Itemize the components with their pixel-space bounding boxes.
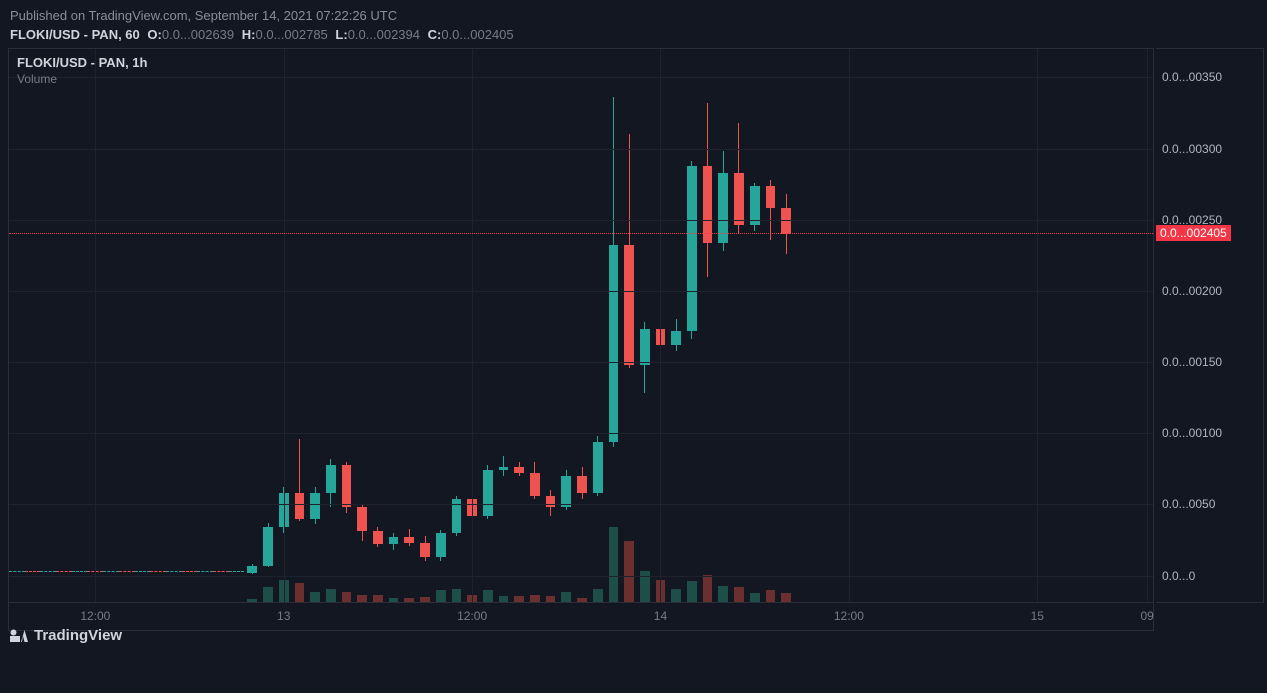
ohlc-o-label: O: — [147, 27, 161, 42]
brand-text: TradingView — [34, 627, 122, 644]
ohlc-c-value: 0.0...002405 — [441, 27, 513, 42]
x-tick-label: 09 — [1140, 609, 1153, 623]
volume-bar — [342, 592, 352, 603]
grid-line — [9, 220, 1153, 221]
volume-bar — [750, 593, 760, 602]
y-tick-label: 0.0...0050 — [1162, 497, 1215, 511]
volume-bar — [499, 596, 509, 602]
grid-line — [472, 49, 473, 602]
volume-bar — [671, 589, 681, 603]
grid-line — [9, 362, 1153, 363]
branding: TradingView — [10, 627, 122, 644]
volume-bar — [687, 581, 697, 602]
volume-bar — [530, 595, 540, 603]
publish-info: Published on TradingView.com, September … — [0, 0, 1267, 27]
volume-bar — [483, 590, 493, 602]
grid-line — [9, 504, 1153, 505]
ohlc-o-value: 0.0...002639 — [162, 27, 234, 42]
x-tick-label: 15 — [1031, 609, 1044, 623]
grid-line — [849, 49, 850, 602]
grid-line — [9, 576, 1153, 577]
volume-bar — [624, 541, 634, 603]
volume-bar — [577, 598, 587, 603]
ohlc-h-label: H: — [242, 27, 256, 42]
volume-bar — [703, 575, 713, 602]
volume-bar — [247, 599, 257, 602]
volume-bar — [734, 587, 744, 602]
current-price-line — [9, 233, 1153, 234]
volume-bar — [404, 598, 414, 603]
y-tick-label: 0.0...00200 — [1162, 284, 1222, 298]
grid-line — [9, 77, 1153, 78]
grid-line — [660, 49, 661, 602]
grid-line — [9, 433, 1153, 434]
current-price-tag: 0.0...002405 — [1156, 225, 1231, 241]
x-tick-label: 12:00 — [457, 609, 487, 623]
volume-bar — [295, 583, 305, 603]
symbol-interval: FLOKI/USD - PAN, 60 — [10, 27, 140, 42]
ohlc-bar: FLOKI/USD - PAN, 60 O:0.0...002639 H:0.0… — [0, 27, 1267, 48]
y-tick-label: 0.0...00350 — [1162, 70, 1222, 84]
ohlc-l-value: 0.0...002394 — [348, 27, 420, 42]
volume-bar — [718, 586, 728, 603]
volume-bar — [263, 587, 273, 602]
grid-line — [95, 49, 96, 602]
volume-bar — [310, 592, 320, 602]
volume-bar — [373, 595, 383, 603]
x-tick-label: 14 — [654, 609, 667, 623]
y-tick-label: 0.0...00100 — [1162, 426, 1222, 440]
volume-bar — [389, 598, 399, 603]
volume-bar — [420, 597, 430, 602]
price-chart[interactable]: FLOKI/USD - PAN, 1h Volume — [8, 48, 1154, 603]
volume-bar — [436, 590, 446, 602]
volume-bar — [452, 589, 462, 603]
grid-line — [9, 291, 1153, 292]
ohlc-h-value: 0.0...002785 — [256, 27, 328, 42]
ohlc-l-label: L: — [335, 27, 347, 42]
volume-bar — [326, 589, 336, 603]
y-tick-label: 0.0...00300 — [1162, 142, 1222, 156]
grid-line — [284, 49, 285, 602]
volume-bar — [546, 596, 556, 602]
y-tick-label: 0.0...00150 — [1162, 355, 1222, 369]
price-axis[interactable]: 0.0...0 0.0...0050 0.0...00100 0.0...00150 0… — [1156, 48, 1264, 603]
volume-bar — [593, 589, 603, 603]
grid-line — [9, 149, 1153, 150]
chart-legend: FLOKI/USD - PAN, 1h Volume — [17, 55, 147, 86]
legend-title: FLOKI/USD - PAN, 1h — [17, 55, 147, 70]
chart-container: FLOKI/USD - PAN, 1h Volume 0.0...00.0...… — [0, 48, 1267, 652]
volume-bar — [781, 593, 791, 602]
tradingview-logo-icon — [10, 629, 28, 643]
volume-bar — [609, 527, 619, 602]
time-axis[interactable]: 12:00 13 12:00 14 12:00 15 09 — [8, 603, 1154, 631]
volume-layer — [9, 49, 1153, 602]
volume-bar — [357, 595, 367, 603]
grid-line — [1037, 49, 1038, 602]
legend-volume: Volume — [17, 72, 147, 86]
ohlc-c-label: C: — [428, 27, 442, 42]
x-tick-label: 12:00 — [80, 609, 110, 623]
grid-line — [1147, 49, 1148, 602]
y-tick-label: 0.0...0 — [1162, 569, 1195, 583]
x-tick-label: 13 — [277, 609, 290, 623]
x-tick-label: 12:00 — [834, 609, 864, 623]
volume-bar — [766, 590, 776, 602]
volume-bar — [561, 592, 571, 603]
volume-bar — [514, 596, 524, 602]
